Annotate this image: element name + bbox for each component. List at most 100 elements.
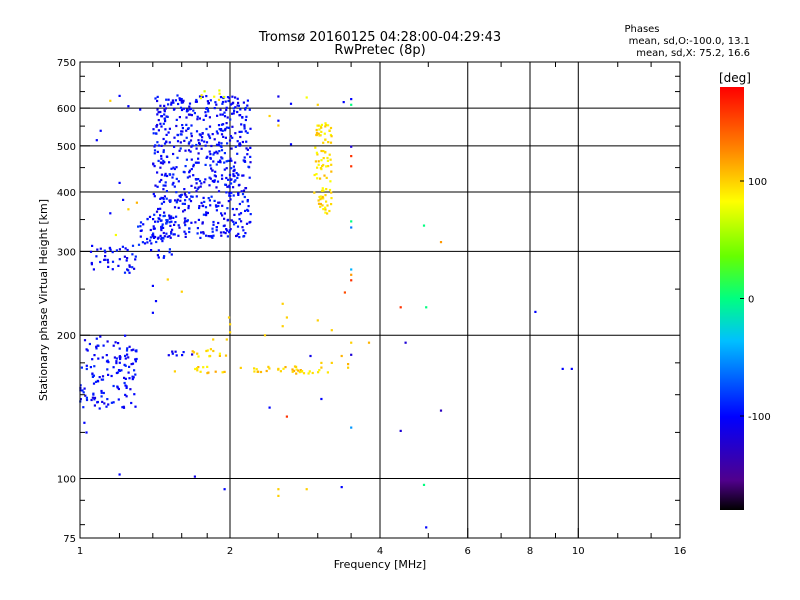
echo-point bbox=[112, 384, 115, 388]
echo-point bbox=[330, 203, 333, 206]
echo-point bbox=[100, 378, 103, 381]
echo-point bbox=[326, 204, 329, 207]
echo-point bbox=[343, 291, 346, 294]
echo-point bbox=[156, 237, 160, 240]
echo-point bbox=[238, 213, 241, 216]
echo-point bbox=[350, 353, 353, 356]
echo-point bbox=[81, 389, 84, 392]
echo-point bbox=[167, 103, 170, 106]
echo-point bbox=[86, 349, 89, 352]
echo-point bbox=[163, 195, 166, 198]
echo-point bbox=[319, 205, 322, 208]
echo-point bbox=[267, 365, 270, 368]
echo-point bbox=[205, 349, 208, 353]
echo-point bbox=[242, 229, 245, 232]
echo-point bbox=[95, 337, 98, 340]
echo-point bbox=[126, 268, 129, 271]
echo-point bbox=[240, 220, 243, 223]
echo-point bbox=[121, 245, 124, 248]
echo-point bbox=[195, 98, 198, 102]
y-tick-label: 600 bbox=[57, 104, 76, 115]
echo-point bbox=[124, 377, 127, 380]
echo-point bbox=[233, 180, 236, 183]
echo-point bbox=[317, 199, 320, 202]
echo-point bbox=[439, 241, 443, 244]
echo-point bbox=[207, 235, 210, 238]
echo-point bbox=[249, 220, 252, 224]
echo-point bbox=[234, 145, 237, 148]
echo-point bbox=[243, 235, 246, 238]
echo-point bbox=[218, 201, 221, 204]
echo-point bbox=[215, 150, 218, 153]
echo-point bbox=[340, 354, 343, 358]
echo-point bbox=[237, 184, 240, 187]
echo-point bbox=[324, 206, 327, 209]
echo-point bbox=[118, 355, 121, 358]
echo-point bbox=[156, 113, 159, 116]
echo-point bbox=[218, 141, 221, 144]
echo-point bbox=[234, 221, 237, 224]
echo-point bbox=[206, 155, 209, 158]
echo-point bbox=[196, 115, 199, 118]
echo-point bbox=[190, 184, 193, 187]
echo-point bbox=[192, 163, 195, 166]
echo-point bbox=[98, 376, 101, 379]
echo-point bbox=[181, 127, 184, 130]
echo-point bbox=[224, 354, 228, 357]
echo-point bbox=[192, 109, 195, 112]
echo-point bbox=[232, 174, 235, 177]
echo-point bbox=[285, 316, 288, 319]
echo-point bbox=[322, 150, 325, 153]
echo-point bbox=[220, 133, 224, 136]
echo-point bbox=[202, 366, 205, 369]
echo-point bbox=[229, 157, 232, 160]
echo-point bbox=[143, 242, 147, 245]
echo-point bbox=[198, 205, 201, 208]
echo-point bbox=[222, 95, 226, 99]
echo-point bbox=[305, 96, 308, 99]
echo-point bbox=[152, 192, 155, 196]
echo-point bbox=[115, 362, 118, 365]
echo-point bbox=[180, 101, 183, 104]
echo-point bbox=[180, 290, 183, 293]
echo-point bbox=[297, 369, 300, 372]
echo-point bbox=[156, 141, 159, 144]
echo-point bbox=[180, 130, 183, 133]
echo-point bbox=[131, 378, 134, 381]
echo-point bbox=[177, 206, 180, 209]
echo-point bbox=[244, 118, 247, 122]
echo-point bbox=[189, 107, 192, 110]
echo-point bbox=[231, 207, 234, 211]
echo-point bbox=[561, 367, 564, 370]
echo-point bbox=[163, 104, 166, 107]
echo-point bbox=[160, 229, 163, 232]
echo-point bbox=[185, 195, 188, 198]
echo-point bbox=[152, 232, 155, 235]
echo-point bbox=[204, 206, 208, 209]
echo-point bbox=[213, 107, 216, 110]
echo-point bbox=[248, 176, 251, 179]
echo-point bbox=[206, 365, 209, 368]
echo-point bbox=[226, 185, 229, 188]
echo-point bbox=[225, 176, 228, 180]
echo-point bbox=[165, 232, 168, 235]
echo-point bbox=[156, 220, 159, 223]
echo-point bbox=[570, 367, 573, 370]
echo-point bbox=[220, 174, 224, 177]
echo-point bbox=[164, 172, 167, 175]
echo-point bbox=[141, 241, 144, 244]
echo-point bbox=[164, 107, 167, 110]
echo-point bbox=[127, 208, 130, 211]
echo-point bbox=[156, 99, 159, 103]
echo-point bbox=[226, 116, 229, 119]
echo-point bbox=[194, 100, 197, 103]
echo-point bbox=[228, 194, 231, 197]
echo-point bbox=[244, 130, 247, 133]
echo-point bbox=[324, 194, 327, 197]
echo-point bbox=[165, 98, 168, 101]
echo-point bbox=[232, 186, 235, 189]
echo-point bbox=[197, 161, 200, 164]
echo-point bbox=[181, 354, 184, 357]
echo-point bbox=[115, 357, 118, 360]
echo-point bbox=[187, 113, 191, 116]
